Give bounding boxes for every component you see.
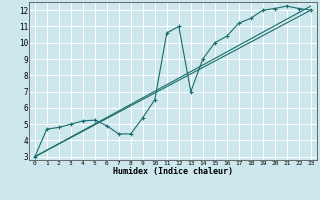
X-axis label: Humidex (Indice chaleur): Humidex (Indice chaleur) <box>113 167 233 176</box>
